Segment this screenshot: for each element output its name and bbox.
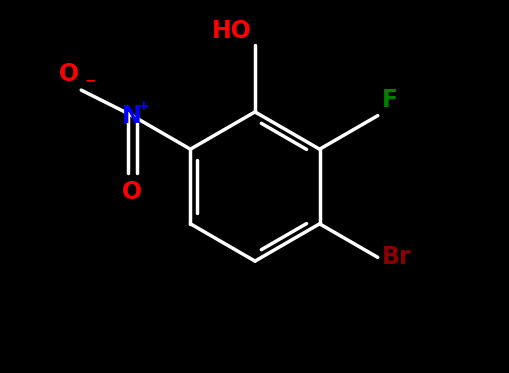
Text: N: N (122, 104, 142, 128)
Text: Br: Br (381, 245, 410, 269)
Text: +: + (137, 99, 149, 113)
Text: O: O (59, 62, 79, 87)
Text: F: F (381, 88, 397, 112)
Text: HO: HO (211, 19, 251, 43)
Text: O: O (122, 180, 142, 204)
Text: −: − (84, 74, 96, 88)
